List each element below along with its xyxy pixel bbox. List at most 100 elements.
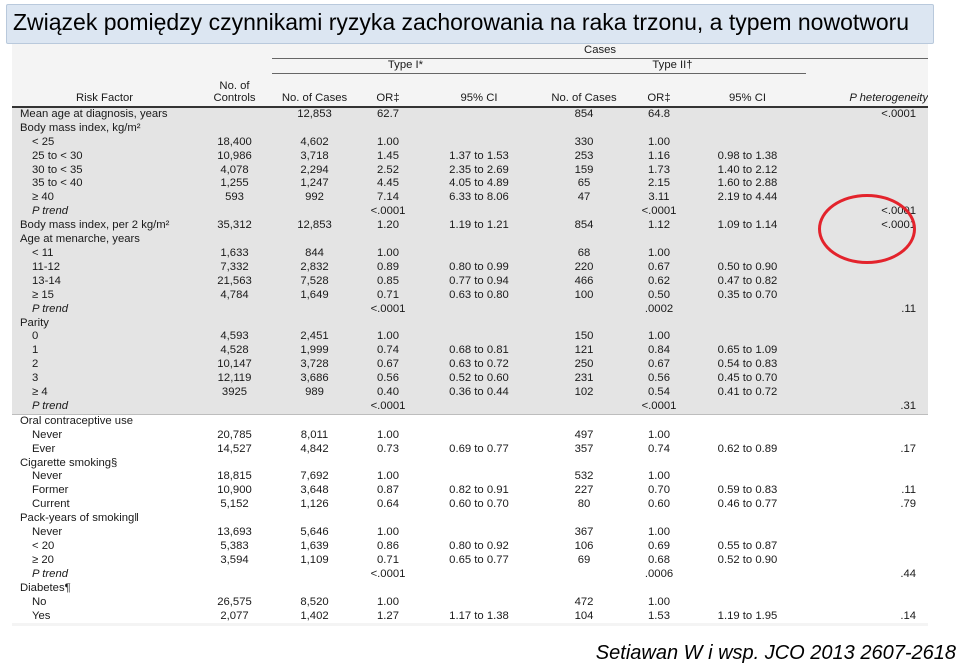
type2-ci-cell: 1.40 to 2.12 bbox=[689, 163, 806, 178]
type2-ci-cell bbox=[689, 121, 806, 136]
p-heterogeneity-cell bbox=[806, 316, 929, 331]
table-row: < 11 1,633 844 1.00 68 1.00 bbox=[12, 246, 929, 261]
controls-cell: 10,986 bbox=[197, 149, 272, 164]
type1-cases-cell: 7,528 bbox=[272, 274, 357, 289]
controls-cell: 10,147 bbox=[197, 358, 272, 373]
risk-factor-cell: 35 to < 40 bbox=[12, 177, 197, 192]
type2-cases-cell: 80 bbox=[539, 498, 629, 513]
slide-title-bar: Związek pomiędzy czynnikami ryzyka zacho… bbox=[6, 4, 934, 44]
type1-or-cell: <.0001 bbox=[357, 567, 419, 582]
type2-cases-cell: 532 bbox=[539, 470, 629, 485]
type1-ci-cell bbox=[419, 205, 539, 220]
table-row: < 20 5,383 1,639 0.86 0.80 to 0.92 106 0.69 0.5… bbox=[12, 540, 929, 554]
type1-or-cell: 0.89 bbox=[357, 260, 419, 275]
controls-cell: 7,332 bbox=[197, 260, 272, 275]
risk-factor-table-image: Cases Type I* Type II† Risk Factor No. o… bbox=[12, 44, 929, 626]
type2-cases-cell: 253 bbox=[539, 149, 629, 164]
risk-factor-cell: < 25 bbox=[12, 135, 197, 150]
type1-ci-cell: 2.35 to 2.69 bbox=[419, 163, 539, 178]
type1-or-cell: 0.74 bbox=[357, 344, 419, 359]
type1-or-cell bbox=[357, 512, 419, 527]
type1-ci-cell bbox=[419, 302, 539, 317]
type1-or-cell bbox=[357, 121, 419, 136]
type2-cases-cell: 68 bbox=[539, 246, 629, 261]
risk-factor-cell: 30 to < 35 bbox=[12, 163, 197, 178]
type1-cases-cell: 8,011 bbox=[272, 428, 357, 443]
risk-factor-cell: < 20 bbox=[12, 540, 197, 554]
type2-cases-cell bbox=[539, 456, 629, 471]
type2-ci-cell: 0.54 to 0.83 bbox=[689, 358, 806, 373]
col-type1-ci: 95% CI bbox=[419, 73, 539, 108]
type2-cases-cell bbox=[539, 512, 629, 527]
p-heterogeneity-cell bbox=[806, 413, 929, 429]
type2-or-cell: .0006 bbox=[629, 567, 689, 582]
type1-cases-cell: 2,832 bbox=[272, 260, 357, 275]
type2-cases-cell: 231 bbox=[539, 372, 629, 387]
type1-ci-cell bbox=[419, 399, 539, 415]
type2-cases-cell bbox=[539, 567, 629, 582]
type2-or-cell: 2.15 bbox=[629, 177, 689, 192]
table-row: ≥ 40 593 992 7.14 6.33 to 8.06 47 3.11 2.19 to … bbox=[12, 191, 929, 206]
risk-factor-cell: ≥ 4 bbox=[12, 386, 197, 400]
p-heterogeneity-cell bbox=[806, 344, 929, 359]
type2-ci-cell bbox=[689, 512, 806, 527]
table-row: < 25 18,400 4,602 1.00 330 1.00 bbox=[12, 135, 929, 150]
table-row: Never 18,815 7,692 1.00 532 1.00 bbox=[12, 470, 929, 485]
type2-ci-cell: 0.46 to 0.77 bbox=[689, 498, 806, 513]
controls-cell: 21,563 bbox=[197, 274, 272, 289]
type2-cases-cell: 69 bbox=[539, 553, 629, 568]
type2-cases-cell: 367 bbox=[539, 526, 629, 540]
p-heterogeneity-cell bbox=[806, 540, 929, 554]
type1-cases-cell bbox=[272, 581, 357, 596]
type2-cases-cell: 250 bbox=[539, 358, 629, 373]
controls-cell bbox=[197, 316, 272, 331]
table-row: Current 5,152 1,126 0.64 0.60 to 0.70 80 0.60 0… bbox=[12, 498, 929, 513]
controls-cell: 12,119 bbox=[197, 372, 272, 387]
col-p-heterogeneity: P heterogeneity bbox=[806, 73, 929, 108]
type2-cases-cell bbox=[539, 233, 629, 247]
type2-or-cell: 0.50 bbox=[629, 288, 689, 303]
type1-or-cell: 0.87 bbox=[357, 484, 419, 499]
cases-header: Cases bbox=[272, 44, 929, 59]
type1-cases-cell bbox=[272, 399, 357, 415]
controls-cell: 35,312 bbox=[197, 219, 272, 234]
type1-or-cell: 1.00 bbox=[357, 595, 419, 610]
table-row: Age at menarche, years bbox=[12, 233, 929, 247]
type1-or-cell: 7.14 bbox=[357, 191, 419, 206]
risk-factor-table: Cases Type I* Type II† Risk Factor No. o… bbox=[12, 44, 929, 624]
p-heterogeneity-cell bbox=[806, 260, 929, 275]
p-heterogeneity-cell: .11 bbox=[806, 302, 929, 317]
type1-ci-cell: 0.52 to 0.60 bbox=[419, 372, 539, 387]
type1-or-cell bbox=[357, 581, 419, 596]
risk-factor-cell: Mean age at diagnosis, years bbox=[12, 106, 197, 122]
type1-ci-cell bbox=[419, 581, 539, 596]
type2-ci-cell: 0.45 to 0.70 bbox=[689, 372, 806, 387]
table-row: Pack-years of smoking‖ bbox=[12, 512, 929, 527]
type1-or-cell: <.0001 bbox=[357, 302, 419, 317]
type2-cases-cell bbox=[539, 399, 629, 415]
type2-ci-cell: 0.41 to 0.72 bbox=[689, 386, 806, 400]
risk-factor-cell: ≥ 15 bbox=[12, 288, 197, 303]
highlight-circle bbox=[818, 194, 916, 264]
type2-header: Type II† bbox=[539, 58, 806, 74]
risk-factor-cell: Oral contraceptive use bbox=[12, 413, 197, 429]
table-row: Oral contraceptive use bbox=[12, 413, 929, 429]
type2-or-cell: 0.62 bbox=[629, 274, 689, 289]
type1-cases-cell: 1,999 bbox=[272, 344, 357, 359]
p-heterogeneity-cell bbox=[806, 163, 929, 178]
table-row: 13-14 21,563 7,528 0.85 0.77 to 0.94 466 0.62 0… bbox=[12, 274, 929, 289]
type1-or-cell: 0.85 bbox=[357, 274, 419, 289]
risk-factor-cell: Current bbox=[12, 498, 197, 513]
type2-ci-cell bbox=[689, 135, 806, 150]
type2-or-cell bbox=[629, 581, 689, 596]
type1-ci-cell: 0.63 to 0.80 bbox=[419, 288, 539, 303]
risk-factor-cell: 2 bbox=[12, 358, 197, 373]
type2-or-cell: 1.00 bbox=[629, 135, 689, 150]
type2-ci-cell bbox=[689, 205, 806, 220]
type1-cases-cell bbox=[272, 121, 357, 136]
type1-or-cell: 1.00 bbox=[357, 246, 419, 261]
p-heterogeneity-cell bbox=[806, 149, 929, 164]
type2-cases-cell: 150 bbox=[539, 330, 629, 345]
table-row: 0 4,593 2,451 1.00 150 1.00 bbox=[12, 330, 929, 345]
type2-cases-cell: 47 bbox=[539, 191, 629, 206]
